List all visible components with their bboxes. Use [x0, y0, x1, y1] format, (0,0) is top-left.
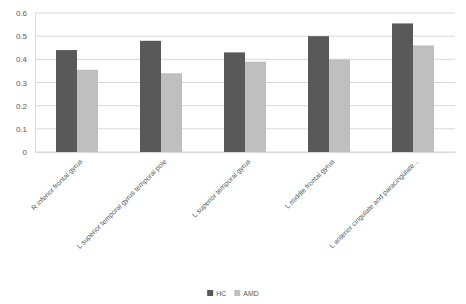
grid: [35, 13, 455, 152]
y-tick: 0.4: [16, 55, 35, 64]
y-tick-label: 0.6: [16, 9, 28, 18]
y-tick-label: 0: [23, 148, 28, 157]
legend-swatch: [207, 290, 213, 296]
legend: HC AMD: [207, 290, 259, 297]
bar: [329, 59, 350, 152]
legend-swatch: [234, 290, 240, 296]
legend-label: AMD: [243, 290, 259, 297]
x-tick-label: R inferior frontal gyrus: [30, 157, 85, 212]
bar: [161, 73, 182, 152]
bar: [413, 45, 434, 152]
y-tick: 0.3: [16, 79, 35, 88]
legend-item: HC: [207, 290, 226, 297]
y-tick: 0.6: [16, 9, 35, 18]
bar: [308, 36, 329, 152]
x-tick-label: L superior temporal gyrus temporal pole: [75, 158, 168, 251]
y-tick: 0.5: [16, 32, 35, 41]
x-tick: L superior temporal gyrus: [191, 152, 253, 219]
chart: 0 0.1 0.2 0.3 0.4 0.5 0.6 R inferior frontal gy…: [0, 0, 466, 304]
plot: 0 0.1 0.2 0.3 0.4 0.5 0.6 R inferior frontal gy…: [16, 9, 456, 251]
bar: [77, 70, 98, 152]
bar: [245, 62, 266, 152]
y-tick-label: 0.3: [16, 79, 28, 88]
y-tick-label: 0.2: [16, 102, 28, 111]
x-axis: R inferior frontal gyrusL superior tempo…: [30, 152, 455, 251]
bar: [224, 52, 245, 152]
y-tick-label: 0.1: [16, 125, 28, 134]
x-tick: L anterior cingulate and paracingulate..…: [328, 152, 420, 250]
x-axis-line: [36, 152, 456, 153]
x-tick-label: L middle frontal gyrus: [284, 157, 337, 210]
x-tick: L superior temporal gyrus temporal pole: [75, 152, 168, 251]
x-tick-label: L anterior cingulate and paracingulate..…: [328, 158, 420, 250]
y-tick-label: 0.4: [16, 55, 28, 64]
y-tick: 0.1: [16, 125, 35, 134]
bar: [140, 41, 161, 152]
x-tick: R inferior frontal gyrus: [30, 152, 85, 212]
y-axis-line: [35, 14, 36, 153]
y-tick: 0.2: [16, 102, 35, 111]
y-tick: 0: [23, 148, 35, 157]
bar: [392, 23, 413, 152]
bars: [56, 23, 434, 152]
legend-label: HC: [216, 290, 226, 297]
x-tick: L middle frontal gyrus: [284, 152, 337, 211]
bar: [56, 50, 77, 152]
grid-line: [35, 13, 455, 14]
legend-item: AMD: [234, 290, 259, 297]
x-tick-label: L superior temporal gyrus: [191, 157, 253, 219]
y-tick-label: 0.5: [16, 32, 28, 41]
y-axis: 0 0.1 0.2 0.3 0.4 0.5 0.6: [16, 9, 36, 157]
